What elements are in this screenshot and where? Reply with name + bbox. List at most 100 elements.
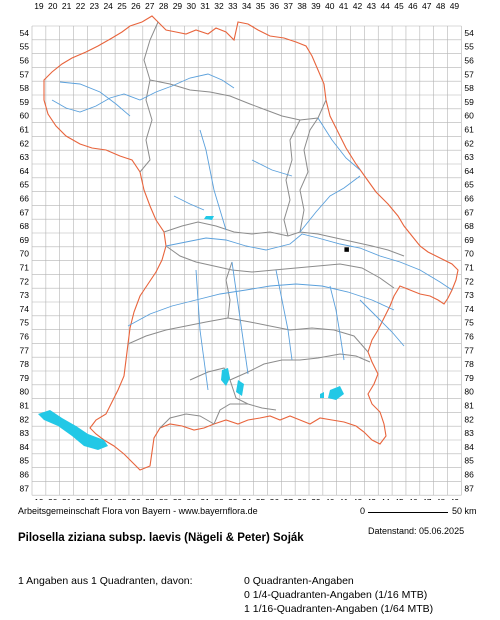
column-label-top: 24 [103, 1, 113, 11]
column-label-bottom: 25 [117, 497, 127, 500]
column-label-top: 45 [394, 1, 404, 11]
row-label-left: 56 [20, 56, 30, 66]
row-label-right: 57 [464, 69, 474, 79]
row-label-left: 70 [20, 249, 30, 259]
row-label-right: 60 [464, 111, 474, 121]
column-label-bottom: 37 [283, 497, 293, 500]
row-label-left: 73 [20, 290, 30, 300]
column-label-top: 37 [283, 1, 293, 11]
column-label-bottom: 32 [214, 497, 224, 500]
row-label-left: 66 [20, 194, 30, 204]
row-label-left: 71 [20, 263, 30, 273]
row-label-left: 59 [20, 97, 30, 107]
row-label-left: 74 [20, 304, 30, 314]
column-label-bottom: 49 [450, 497, 460, 500]
row-label-left: 55 [20, 42, 30, 52]
column-label-bottom: 31 [200, 497, 210, 500]
column-label-top: 39 [311, 1, 321, 11]
column-label-top: 20 [48, 1, 58, 11]
row-label-right: 79 [464, 373, 474, 383]
row-label-right: 61 [464, 125, 474, 135]
distribution-map: 1919202021212222232324242525262627272828… [20, 1, 475, 500]
stat-quarter-quadrant: 0 1/4-Quadranten-Angaben (1/16 MTB) [244, 589, 428, 601]
scale-bar [368, 512, 448, 513]
row-label-left: 87 [20, 483, 30, 493]
row-label-left: 75 [20, 318, 30, 328]
row-label-right: 84 [464, 442, 474, 452]
row-label-right: 59 [464, 97, 474, 107]
row-label-left: 65 [20, 180, 30, 190]
column-label-top: 42 [353, 1, 363, 11]
row-label-left: 64 [20, 166, 30, 176]
column-label-top: 36 [270, 1, 280, 11]
column-label-bottom: 21 [62, 497, 72, 500]
row-label-right: 77 [464, 345, 474, 355]
stat-quadrant: 0 Quadranten-Angaben [244, 575, 354, 587]
row-label-right: 55 [464, 42, 474, 52]
district-borders [127, 21, 405, 429]
row-label-left: 78 [20, 359, 30, 369]
row-label-right: 72 [464, 276, 474, 286]
column-label-bottom: 39 [311, 497, 321, 500]
column-label-top: 40 [325, 1, 335, 11]
row-label-right: 78 [464, 359, 474, 369]
row-label-left: 80 [20, 387, 30, 397]
row-label-left: 58 [20, 83, 30, 93]
column-label-bottom: 29 [173, 497, 183, 500]
column-label-bottom: 35 [256, 497, 266, 500]
row-label-left: 85 [20, 456, 30, 466]
column-label-bottom: 28 [159, 497, 169, 500]
credit-text: Arbeitsgemeinschaft Flora von Bayern - w… [18, 506, 258, 516]
column-label-bottom: 45 [394, 497, 404, 500]
row-label-left: 84 [20, 442, 30, 452]
column-label-top: 35 [256, 1, 266, 11]
row-label-right: 54 [464, 28, 474, 38]
column-label-top: 21 [62, 1, 72, 11]
row-label-right: 73 [464, 290, 474, 300]
row-label-right: 74 [464, 304, 474, 314]
record-marker [344, 247, 349, 252]
row-label-left: 72 [20, 276, 30, 286]
column-label-bottom: 47 [422, 497, 432, 500]
rivers [51, 73, 453, 391]
column-label-top: 43 [367, 1, 377, 11]
column-label-top: 23 [90, 1, 100, 11]
row-label-right: 83 [464, 428, 474, 438]
column-label-top: 26 [131, 1, 141, 11]
row-label-left: 57 [20, 69, 30, 79]
column-label-bottom: 44 [380, 497, 390, 500]
column-label-bottom: 22 [76, 497, 86, 500]
column-label-bottom: 19 [34, 497, 44, 500]
row-label-left: 79 [20, 373, 30, 383]
record-markers [344, 247, 349, 252]
row-label-left: 86 [20, 470, 30, 480]
column-label-top: 47 [422, 1, 432, 11]
column-label-top: 34 [242, 1, 252, 11]
column-label-bottom: 48 [436, 497, 446, 500]
row-label-right: 71 [464, 263, 474, 273]
row-label-left: 54 [20, 28, 30, 38]
row-label-right: 64 [464, 166, 474, 176]
scale-start-label: 0 [360, 506, 366, 516]
column-label-top: 30 [187, 1, 197, 11]
row-label-left: 61 [20, 125, 30, 135]
column-label-bottom: 42 [353, 497, 363, 500]
row-label-left: 82 [20, 414, 30, 424]
row-label-right: 65 [464, 180, 474, 190]
row-label-right: 82 [464, 414, 474, 424]
column-label-top: 41 [339, 1, 349, 11]
row-label-right: 76 [464, 332, 474, 342]
column-label-top: 19 [34, 1, 44, 11]
row-label-left: 69 [20, 235, 30, 245]
column-label-bottom: 46 [408, 497, 418, 500]
column-label-top: 48 [436, 1, 446, 11]
column-label-bottom: 30 [187, 497, 197, 500]
column-label-top: 32 [214, 1, 224, 11]
column-label-bottom: 24 [103, 497, 113, 500]
column-label-bottom: 36 [270, 497, 280, 500]
row-label-right: 67 [464, 207, 474, 217]
records-summary: 1 Angaben aus 1 Quadranten, davon: [18, 575, 193, 587]
row-label-right: 86 [464, 470, 474, 480]
row-label-right: 68 [464, 221, 474, 231]
column-label-bottom: 41 [339, 497, 349, 500]
